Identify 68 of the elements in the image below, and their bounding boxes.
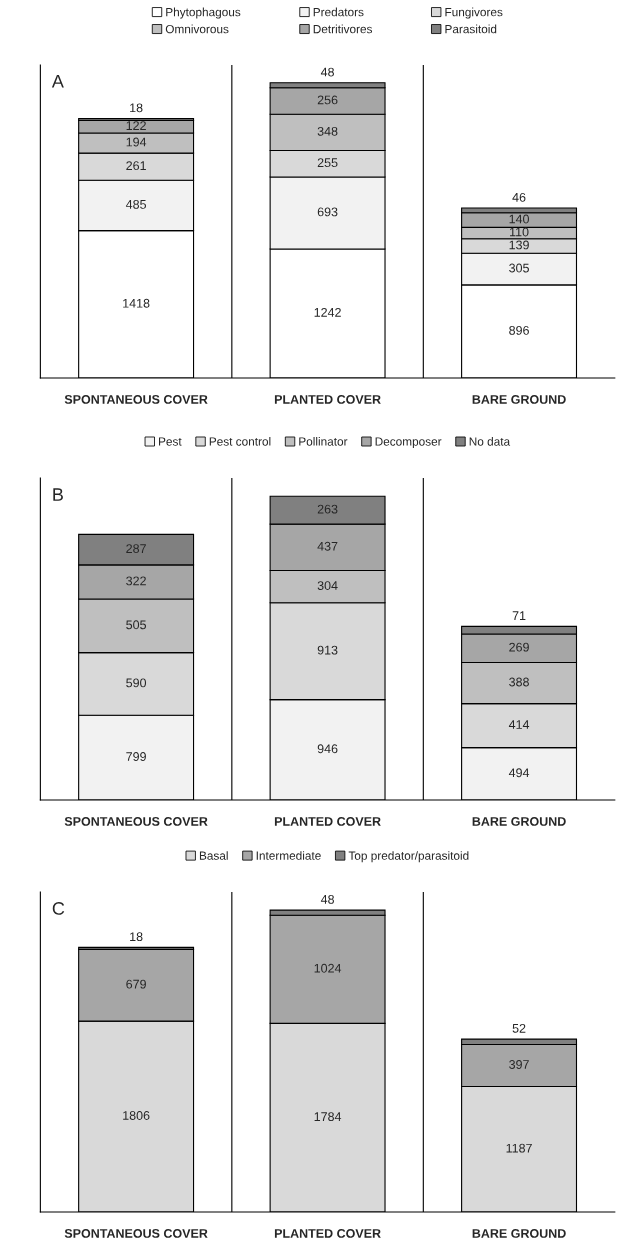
data-label: 799 [126,752,146,761]
x-tick-label: SPONTANEOUS COVER [64,395,208,404]
data-label: 140 [509,214,529,224]
data-label: 18 [130,932,143,942]
data-label: 913 [317,645,338,655]
legend-label: No data [469,437,511,446]
data-label: 261 [126,161,146,171]
data-label: 48 [320,67,334,77]
data-label: 110 [510,227,529,237]
legend-label: Pest control [209,437,271,446]
data-label: 322 [126,576,146,586]
data-label: 18 [130,103,143,113]
data-label: 590 [126,678,147,688]
data-label: 52 [512,1023,526,1033]
data-label: 896 [509,325,529,335]
legend-label: Decomposer [375,437,442,449]
data-label: 256 [317,95,338,105]
x-tick-label: SPONTANEOUS COVER [64,817,208,826]
data-label: 305 [509,263,529,273]
x-tick-label: PLANTED COVER [274,817,381,826]
data-label: 263 [317,504,338,514]
legend-label: Predators [313,7,364,17]
data-label: 505 [126,620,147,630]
legend-label: Parasitoid [445,24,497,34]
annotation: B [53,488,63,501]
annotation: A [51,75,64,88]
data-label: 71 [512,611,526,620]
x-tick-label: SPONTANEOUS COVER [64,1229,208,1238]
data-label: 946 [317,744,338,754]
data-label: 46 [512,192,526,202]
legend-label: Omnivorous [165,24,229,34]
legend-label: Top predator/parasitoid [348,851,469,863]
data-label: 388 [509,677,529,687]
data-label: 287 [126,544,146,553]
data-label: 1024 [314,963,342,973]
legend-label: Pest [159,437,182,446]
x-tick-label: BARE GROUND [472,817,566,826]
data-label: 1806 [123,1111,150,1120]
data-label: 494 [508,768,530,778]
data-label: 1418 [123,298,150,308]
data-label: 414 [508,720,530,729]
data-label: 255 [317,158,338,168]
annotation: C [52,902,65,915]
legend-label: Phytophagous [166,7,241,19]
x-tick-label: PLANTED COVER [274,1229,381,1238]
data-label: 1784 [314,1112,342,1122]
legend-label: Pollinator [299,437,348,446]
data-label: 304 [317,581,338,590]
legend-label: Fungivores [445,7,503,19]
data-label: 122 [126,121,146,130]
data-label: 194 [126,137,147,147]
data-label: 679 [126,979,146,989]
data-label: 1242 [314,307,341,317]
legend-label: Detritivores [313,24,373,34]
x-tick-label: BARE GROUND [472,1229,566,1238]
legend-label: Basal [199,851,228,860]
x-tick-label: PLANTED COVER [274,395,381,404]
x-tick-label: BARE GROUND [472,395,566,404]
legend-label: Intermediate [256,851,321,860]
data-label: 348 [317,126,338,136]
data-label: 693 [317,207,338,217]
data-label: 1187 [506,1143,532,1153]
data-label: 437 [317,541,338,551]
data-label: 397 [509,1060,529,1069]
data-label: 139 [509,240,529,250]
data-label: 48 [320,894,334,904]
data-label: 269 [509,642,529,652]
data-label: 485 [125,199,147,209]
